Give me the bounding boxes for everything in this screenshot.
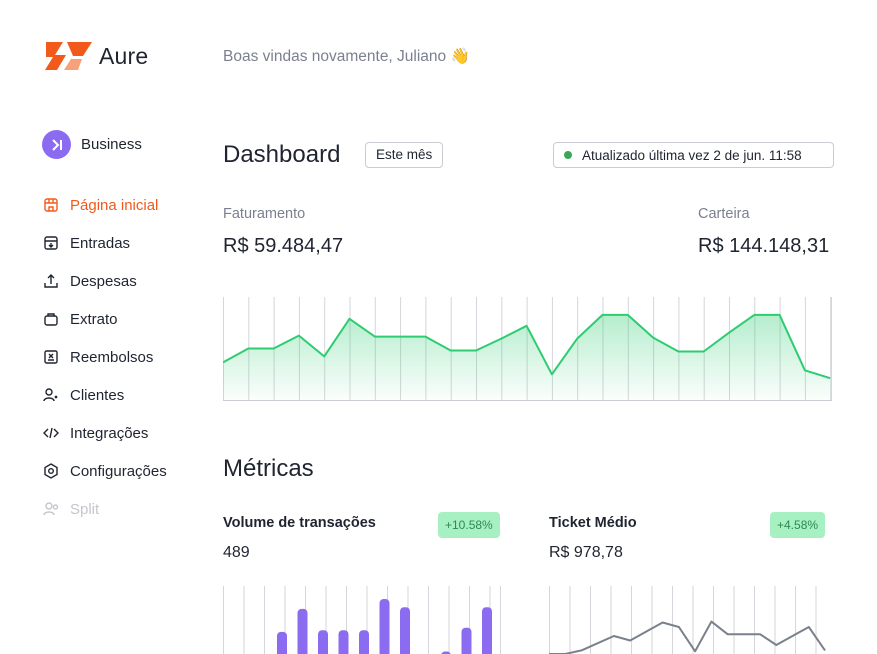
period-filter-button[interactable]: Este mês [365, 142, 444, 168]
bar [441, 651, 451, 654]
metrics-title: Métricas [223, 455, 314, 482]
bar [400, 607, 410, 654]
workspace-name: Business [81, 136, 142, 153]
sidebar-item-integracoes[interactable]: Integrações [42, 414, 167, 452]
receipt-icon [42, 348, 60, 366]
code-icon [42, 424, 60, 442]
faturamento-label: Faturamento [223, 206, 306, 222]
store-icon [42, 196, 60, 214]
sidebar-item-label: Integrações [70, 424, 149, 442]
bar [482, 607, 492, 654]
sidebar-item-configuracoes[interactable]: Configurações [42, 452, 167, 490]
volume-change-badge: +10.58% [438, 512, 500, 538]
inbox-download-icon [42, 234, 60, 252]
bar [318, 630, 328, 654]
app-name: Aure [99, 42, 149, 69]
faturamento-value: R$ 59.484,47 [223, 235, 344, 257]
sidebar-item-despesas[interactable]: Despesas [42, 262, 167, 300]
sidebar-item-pagina-inicial[interactable]: Página inicial [42, 186, 167, 224]
workspace-switcher[interactable]: Business [42, 130, 142, 159]
bar [461, 627, 472, 654]
sidebar-item-label: Reembolsos [70, 348, 154, 366]
last-updated-badge: Atualizado última vez 2 de jun. 11:58 [553, 142, 834, 168]
sidebar-item-label: Configurações [70, 462, 167, 480]
sidebar-item-entradas[interactable]: Entradas [42, 224, 167, 262]
sidebar-item-label: Despesas [70, 272, 137, 290]
page-title: Dashboard [223, 141, 341, 168]
bar [359, 630, 369, 654]
last-updated-text: Atualizado última vez 2 de jun. 11:58 [582, 147, 802, 163]
volume-bar-chart [223, 586, 501, 654]
sidebar-item-clientes[interactable]: Clientes [42, 376, 167, 414]
workspace-logo-icon [51, 138, 62, 151]
app-logo[interactable]: Aure [45, 41, 148, 71]
ticket-line-chart [549, 586, 826, 654]
bag-icon [42, 310, 60, 328]
series-line [223, 313, 831, 380]
status-dot-icon [564, 151, 572, 159]
volume-label: Volume de transações [223, 515, 376, 531]
ticket-change-badge: +4.58% [770, 512, 826, 538]
aure-logo-icon [45, 42, 92, 70]
sidebar-item-label: Página inicial [70, 196, 159, 214]
area-fill [223, 314, 831, 400]
ticket-value: R$ 978,78 [549, 544, 623, 561]
sidebar-item-reembolsos[interactable]: Reembolsos [42, 338, 167, 376]
sidebar-item-label: Entradas [70, 234, 131, 252]
sidebar-item-label: Split [70, 500, 100, 518]
upload-arrow-icon [42, 272, 60, 290]
series-line [549, 620, 826, 654]
carteira-value: R$ 144.148,31 [698, 235, 830, 257]
bar [297, 608, 308, 654]
sidebar-item-label: Extrato [70, 310, 118, 328]
welcome-message: Boas vindas novamente, Juliano 👋 [223, 48, 470, 65]
bar [277, 631, 287, 654]
carteira-label: Carteira [698, 206, 750, 222]
users-icon [42, 386, 60, 404]
sidebar-item-label: Clientes [70, 386, 125, 404]
bar [379, 599, 390, 654]
users-split-icon [42, 500, 60, 518]
ticket-label: Ticket Médio [549, 515, 637, 531]
bar [338, 630, 349, 654]
sidebar-nav: Página inicial Entradas Despesas Extrato [42, 186, 167, 528]
sidebar-item-split[interactable]: Split [42, 490, 167, 528]
volume-value: 489 [223, 544, 250, 561]
sidebar-item-extrato[interactable]: Extrato [42, 300, 167, 338]
hexagon-gear-icon [42, 462, 60, 480]
faturamento-chart [223, 297, 832, 401]
workspace-avatar [42, 130, 71, 159]
